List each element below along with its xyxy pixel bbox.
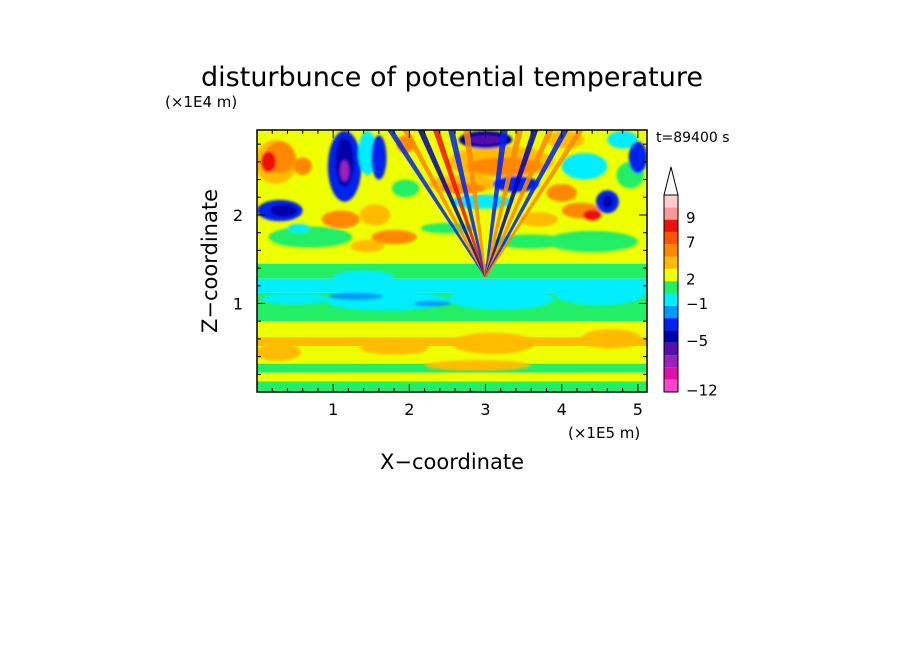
wave-ray (463, 130, 487, 277)
x-tick-label: 4 (557, 400, 567, 419)
colorbar-label: −1 (686, 295, 708, 313)
colorbar-swatch (664, 379, 678, 392)
colorbar-label: −5 (686, 332, 708, 350)
x-tick-label: 3 (480, 400, 490, 419)
colorbar-swatch (664, 355, 678, 368)
wave-ray (484, 130, 554, 277)
colorbar-frame (663, 194, 679, 393)
colorbar-swatch (664, 293, 678, 306)
wave-ray (484, 130, 539, 277)
contour-region (268, 226, 353, 248)
contour-region (546, 183, 577, 202)
contour-region (468, 135, 503, 145)
colorbar-swatch (664, 219, 678, 232)
contour-band (257, 372, 647, 382)
contour-region (333, 270, 395, 284)
colorbar-swatch (664, 207, 678, 220)
contour-region (391, 179, 420, 198)
contour-region (260, 293, 330, 305)
wave-ray (484, 130, 508, 277)
contour-region (628, 141, 647, 174)
x-tick-label: 2 (404, 400, 414, 419)
colorbar-swatch (664, 330, 678, 343)
contour-region (293, 157, 312, 176)
contour-region (602, 195, 613, 208)
wave-ray (484, 130, 584, 277)
contour-region (583, 209, 602, 221)
contour-region (424, 360, 532, 371)
colorbar-swatch (664, 281, 678, 294)
colorbar-swatch (664, 244, 678, 257)
colorbar-swatch (664, 231, 678, 245)
contour-region (359, 340, 429, 355)
x-tick-label: 1 (328, 400, 338, 419)
colorbar-extend-arrow (663, 166, 679, 196)
colorbar-swatch (664, 305, 678, 319)
contour-region (447, 288, 555, 310)
y-scale-label: (×1E4 m) (165, 93, 237, 111)
colorbar-swatch (664, 268, 678, 282)
blob-layer (257, 130, 647, 371)
plot-frame (256, 129, 648, 393)
y-tick-label: 1 (233, 294, 243, 313)
wave-ray (432, 130, 487, 277)
contour-region (350, 239, 385, 253)
contour-band (257, 263, 647, 279)
colorbar-swatch (664, 318, 678, 331)
contour-region (554, 280, 646, 306)
contour-region (607, 130, 638, 149)
contour-region (371, 135, 387, 180)
contour-region (546, 230, 638, 253)
contour-region (340, 160, 350, 182)
contour-region (329, 292, 383, 300)
x-scale-label: (×1E5 m) (568, 424, 640, 442)
y-axis-title: Z−coordinate (198, 189, 222, 333)
contour-region (321, 210, 360, 229)
time-label: t=89400 s (656, 130, 730, 146)
contour-region (371, 230, 417, 245)
wave-ray (417, 130, 487, 277)
chart-title: disturbunce of potential temperature (201, 62, 703, 93)
plot-area (257, 130, 647, 392)
ray-fan-layer (387, 130, 584, 277)
tick-layer: 1 2 3 4 5 1 2 (233, 130, 647, 419)
contour-region (451, 332, 536, 354)
contour-region (413, 300, 452, 307)
y-tick-label: 2 (233, 206, 243, 225)
colorbar-label: −12 (686, 381, 718, 399)
contour-region (257, 343, 302, 362)
contour-region (561, 153, 608, 180)
wave-ray (387, 130, 487, 277)
colorbar-label: 9 (686, 209, 696, 227)
contour-band (257, 345, 647, 364)
contour-band (257, 321, 647, 338)
x-tick-label: 5 (633, 400, 643, 419)
contour-region (287, 223, 311, 233)
contour-region (359, 204, 391, 226)
contour-band (257, 381, 647, 392)
x-axis-title: X−coordinate (380, 450, 524, 474)
wave-ray (448, 130, 487, 277)
colorbar-swatch (664, 195, 678, 208)
colorbar-swatch (664, 342, 678, 356)
contour-region (580, 329, 642, 349)
wave-ray (402, 130, 487, 277)
colorbar-swatch (664, 256, 678, 269)
wave-ray (484, 130, 523, 277)
contour-region (269, 204, 298, 217)
colorbar-label: 7 (686, 234, 696, 252)
colorbar-swatch (664, 367, 678, 380)
contour-region (519, 212, 558, 227)
wave-ray (484, 130, 569, 277)
contour-region (260, 151, 277, 173)
colorbar-label: 2 (686, 271, 696, 289)
